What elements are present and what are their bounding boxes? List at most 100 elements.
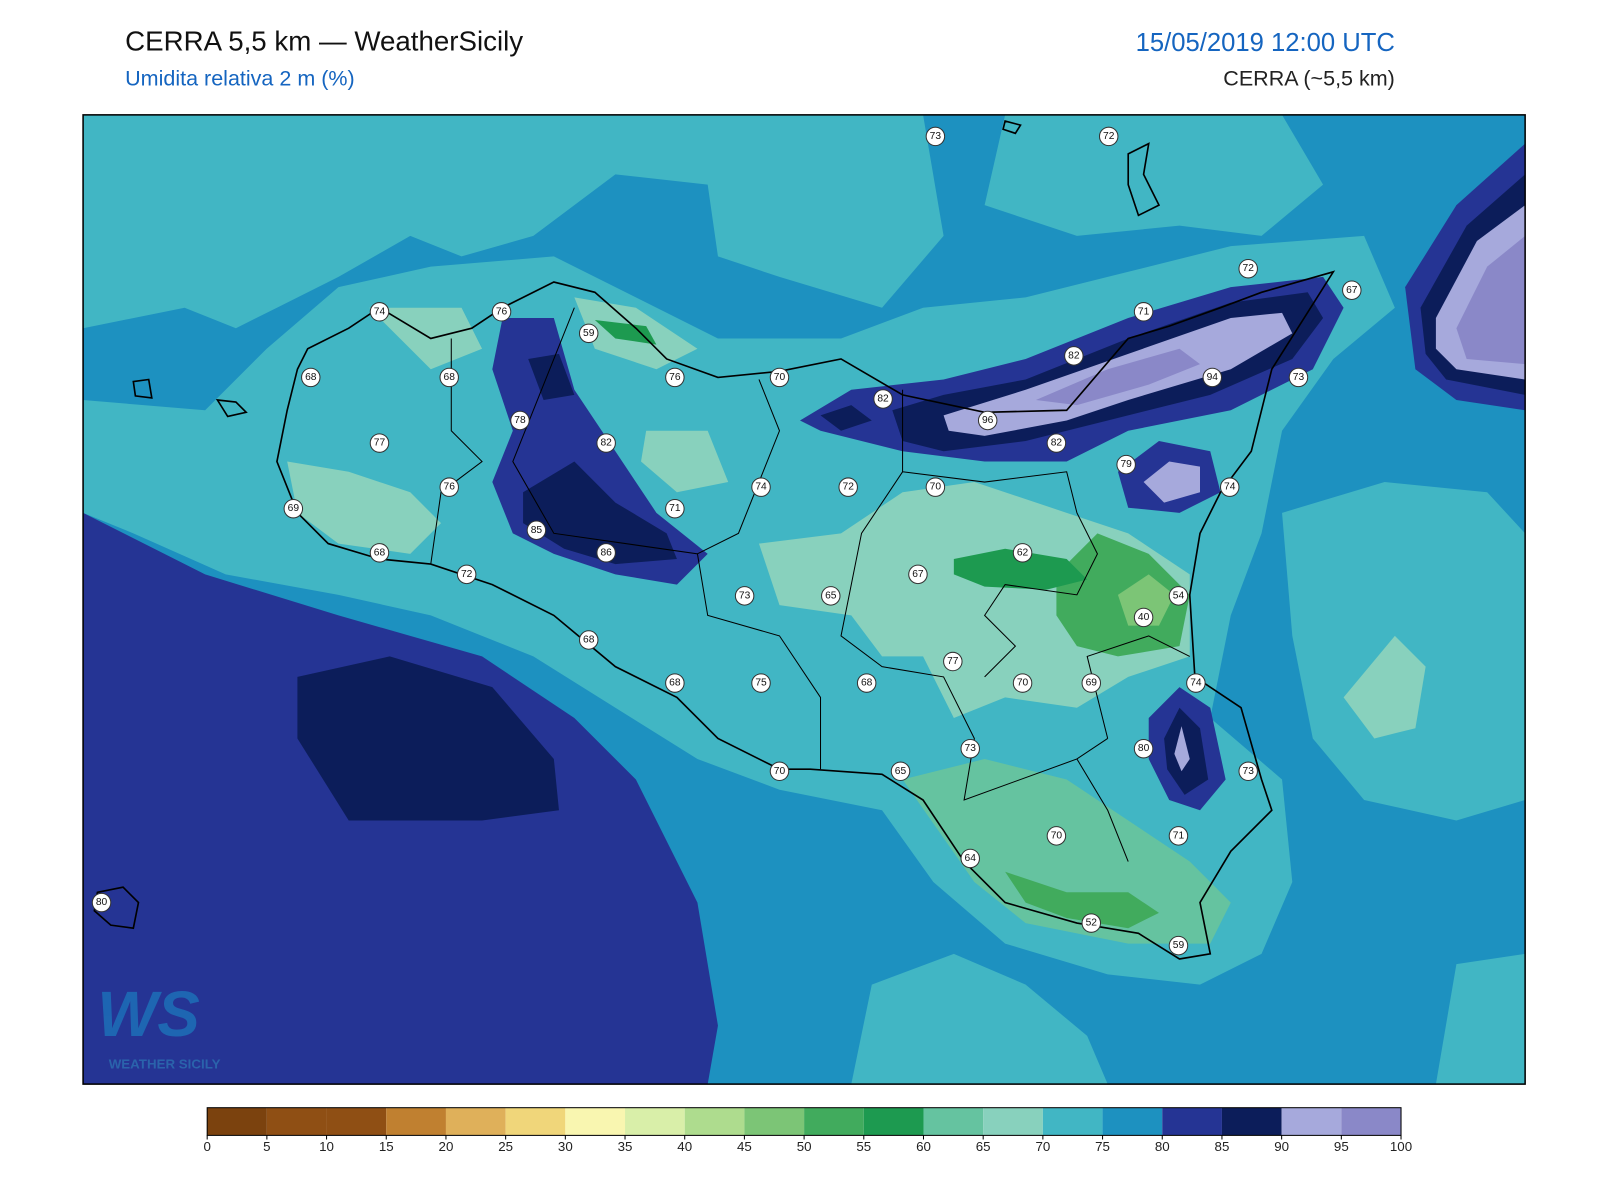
station-marker: [734, 586, 755, 606]
station-marker: [856, 673, 877, 693]
colorbar-tick-label: 45: [737, 1139, 752, 1154]
colorbar-bin: [863, 1107, 924, 1136]
colorbar-tick-label: 20: [439, 1139, 454, 1154]
station-marker: [821, 586, 841, 606]
station-marker: [1168, 586, 1189, 606]
station-value: 73: [1243, 766, 1255, 777]
station-value: 65: [825, 590, 837, 601]
colorbar-tick-label: 70: [1035, 1139, 1050, 1154]
station-value: 68: [861, 678, 873, 689]
stations: 73 72 72 67 71 74 76 59 82 68 68 76 70 94 73 82 78 96 77 82…: [91, 126, 1362, 956]
station-value: 68: [669, 678, 681, 689]
colorbar-tick-label: 25: [498, 1139, 513, 1154]
station-marker: [960, 848, 980, 869]
station-value: 71: [1138, 306, 1150, 317]
station-value: 73: [930, 131, 942, 142]
station-marker: [1186, 673, 1206, 693]
map: WS Weather Sicily: [83, 114, 1526, 1085]
station-value: 74: [755, 482, 767, 493]
station-value: 72: [843, 482, 855, 493]
station-marker: [526, 520, 547, 540]
colorbar: 0 5 10 15 20 25 30 35 40 45 50 55 60 65 70 75 80 85 90 95 10…: [203, 1107, 1412, 1154]
station-marker: [751, 673, 771, 693]
colorbar-bin: [326, 1107, 387, 1136]
station-value: 82: [877, 393, 889, 404]
station-marker: [769, 761, 790, 782]
station-value: 68: [444, 372, 456, 383]
station-marker: [578, 630, 599, 650]
station-marker: [596, 543, 616, 563]
station-marker: [456, 564, 477, 585]
station-value: 70: [774, 766, 786, 777]
station-marker: [1046, 433, 1067, 453]
station-marker: [439, 367, 459, 388]
station-marker: [665, 367, 685, 388]
colorbar-tick-label: 85: [1215, 1139, 1230, 1154]
colorbar-bin: [386, 1107, 446, 1136]
station-value: 71: [1173, 830, 1185, 841]
station-value: 73: [965, 743, 977, 754]
colorbar-tick-label: 0: [203, 1139, 210, 1154]
station-marker: [1116, 454, 1136, 475]
colorbar-bin: [923, 1107, 984, 1136]
station-value: 72: [461, 569, 473, 580]
station-marker: [1012, 673, 1033, 693]
station-value: 70: [1017, 678, 1029, 689]
station-value: 71: [669, 503, 681, 514]
station-value: 68: [374, 547, 386, 558]
station-marker: [510, 410, 530, 431]
colorbar-bin: [1102, 1107, 1163, 1136]
station-value: 70: [930, 482, 942, 493]
station-marker: [1081, 913, 1102, 933]
logo-text: Weather Sicily: [109, 1057, 221, 1072]
station-marker: [301, 367, 321, 388]
station-marker: [283, 498, 304, 519]
station-value: 62: [1017, 547, 1029, 558]
station-marker: [369, 302, 390, 322]
station-marker: [908, 564, 928, 585]
station-marker: [439, 477, 459, 497]
station-value: 85: [531, 525, 543, 536]
station-value: 59: [1173, 940, 1185, 951]
station-value: 65: [895, 766, 907, 777]
station-marker: [1238, 761, 1258, 782]
station-value: 75: [755, 678, 767, 689]
colorbar-tick-label: 95: [1334, 1139, 1349, 1154]
station-value: 54: [1173, 590, 1185, 601]
colorbar-tick-label: 35: [618, 1139, 633, 1154]
logo-mark: WS: [97, 979, 199, 1050]
station-marker: [1238, 258, 1258, 279]
station-marker: [665, 673, 685, 693]
station-value: 80: [96, 897, 108, 908]
station-value: 77: [947, 656, 959, 667]
map-frame: [82, 114, 1526, 1085]
colorbar-tick-label: 100: [1390, 1139, 1412, 1154]
colorbar-tick-label: 30: [558, 1139, 573, 1154]
colorbar-bin: [1341, 1107, 1402, 1136]
colorbar-bin: [505, 1107, 566, 1136]
station-marker: [491, 302, 512, 322]
station-value: 86: [600, 547, 612, 558]
station-marker: [1012, 543, 1033, 563]
station-marker: [890, 761, 911, 782]
station-value: 77: [374, 438, 386, 449]
station-value: 76: [669, 372, 681, 383]
station-marker: [1133, 607, 1154, 628]
colorbar-tick-label: 65: [976, 1139, 991, 1154]
station-marker: [1342, 280, 1362, 300]
station-value: 79: [1120, 459, 1132, 470]
colorbar-bin: [684, 1107, 745, 1136]
station-value: 40: [1138, 612, 1150, 623]
colorbar-tick-label: 90: [1274, 1139, 1289, 1154]
colorbar-bin: [804, 1107, 864, 1136]
colorbar-bin: [625, 1107, 685, 1136]
station-marker: [369, 433, 390, 453]
station-marker: [1046, 826, 1067, 846]
station-value: 74: [374, 306, 386, 317]
station-value: 72: [1103, 131, 1115, 142]
station-marker: [91, 892, 112, 913]
station-value: 74: [1190, 678, 1202, 689]
station-value: 74: [1224, 482, 1236, 493]
colorbar-bin: [744, 1107, 805, 1136]
